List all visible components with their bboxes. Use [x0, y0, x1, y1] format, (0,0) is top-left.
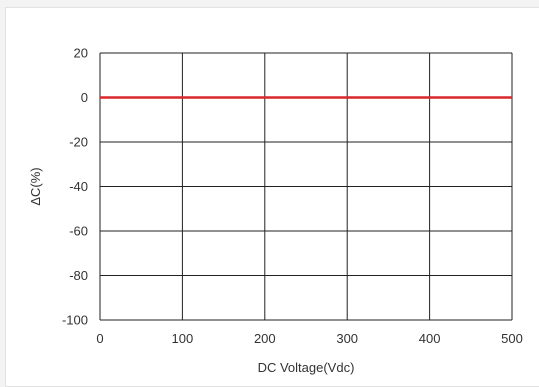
x-tick-label: 300: [336, 331, 358, 346]
x-tick-label: 500: [501, 331, 523, 346]
x-tick-label: 400: [419, 331, 441, 346]
y-tick-label: 20: [74, 46, 88, 61]
y-tick-label: -60: [69, 224, 88, 239]
x-tick-label: 200: [254, 331, 276, 346]
y-axis-label: ΔC(%): [28, 167, 43, 205]
chart-card: [5, 7, 539, 387]
y-tick-labels: 20 0 -20 -40 -60 -80 -100: [62, 46, 88, 328]
x-tick-label: 0: [96, 331, 103, 346]
y-tick-label: -100: [62, 313, 88, 328]
y-tick-label: -20: [69, 135, 88, 150]
x-tick-label: 100: [172, 331, 194, 346]
y-tick-label: -40: [69, 179, 88, 194]
y-tick-label: -80: [69, 268, 88, 283]
y-tick-label: 0: [81, 90, 88, 105]
x-tick-labels: 0 100 200 300 400 500: [96, 331, 522, 346]
grid: [99, 52, 513, 321]
x-axis-label: DC Voltage(Vdc): [258, 360, 355, 375]
